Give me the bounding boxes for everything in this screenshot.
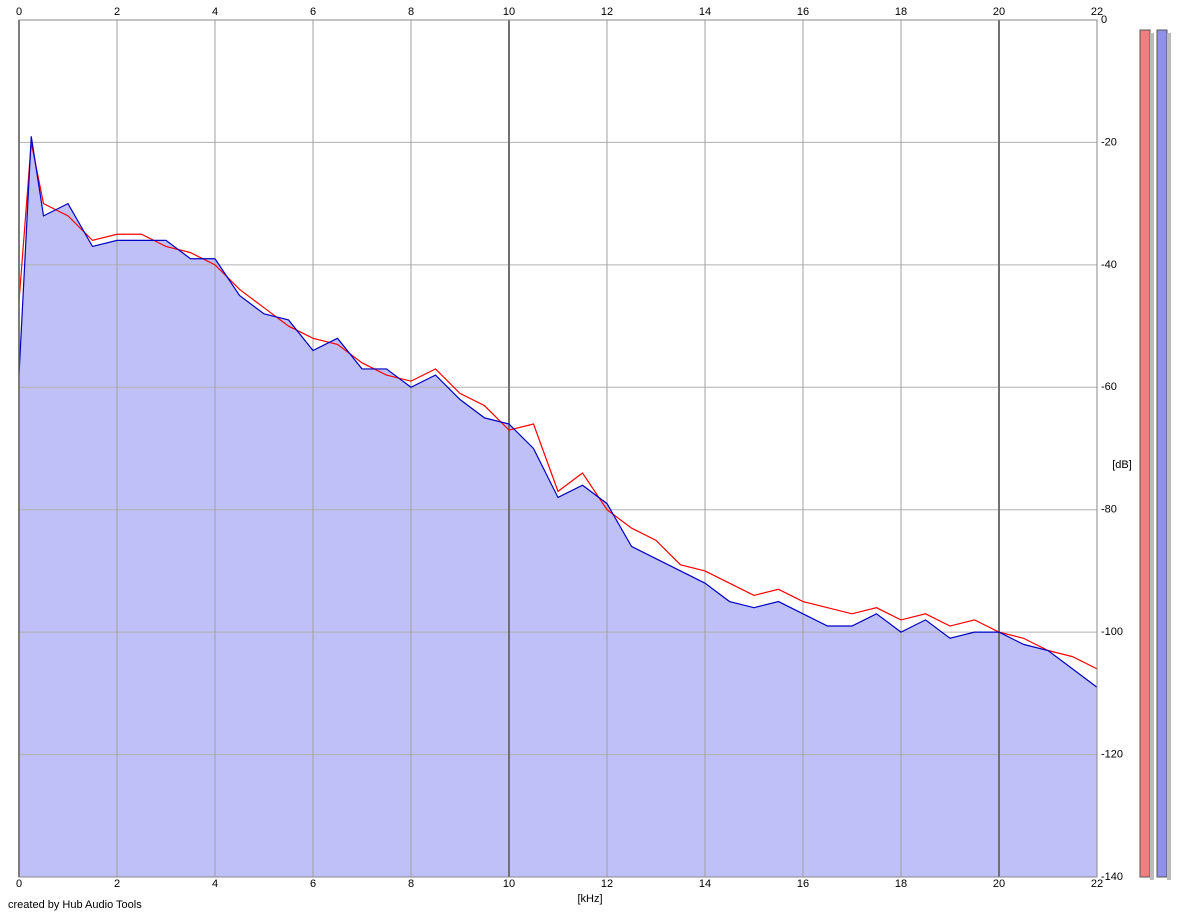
meter-shadow xyxy=(1150,33,1154,880)
x-tick-label-bottom: 0 xyxy=(16,878,22,890)
footer: created by Hub Audio Tools xyxy=(8,899,142,911)
x-tick-label-top: 20 xyxy=(993,6,1005,18)
left-channel-meter xyxy=(1139,29,1151,878)
x-tick-label-bottom: 18 xyxy=(895,878,907,890)
y-tick-label: -40 xyxy=(1101,259,1117,271)
x-tick-label-top: 18 xyxy=(895,6,907,18)
x-tick-label-top: 14 xyxy=(699,6,711,18)
x-tick-label-bottom: 20 xyxy=(993,878,1005,890)
x-tick-label-top: 12 xyxy=(601,6,613,18)
x-tick-label-bottom: 4 xyxy=(212,878,218,890)
plot-border xyxy=(18,19,1098,878)
x-tick-label-bottom: 14 xyxy=(699,878,711,890)
y-tick-label: -140 xyxy=(1101,871,1123,883)
x-tick-label-top: 10 xyxy=(503,6,515,18)
y-tick-label: -20 xyxy=(1101,136,1117,148)
x-axis-label: [kHz] xyxy=(577,893,602,905)
x-tick-label-top: 22 xyxy=(1091,6,1103,18)
series-line xyxy=(18,136,1098,688)
x-tick-label-bottom: 22 xyxy=(1091,878,1103,890)
y-tick-label: -100 xyxy=(1101,626,1123,638)
x-tick-label-bottom: 6 xyxy=(310,878,316,890)
x-tick-label-bottom: 16 xyxy=(797,878,809,890)
x-tick-label-top: 16 xyxy=(797,6,809,18)
x-tick-label-top: 4 xyxy=(212,6,218,18)
y-tick-label: 0 xyxy=(1101,14,1107,26)
x-tick-label-bottom: 12 xyxy=(601,878,613,890)
meter-shadow xyxy=(1167,33,1171,880)
y-tick-label: -120 xyxy=(1101,748,1123,760)
x-tick-label-top: 8 xyxy=(408,6,414,18)
x-tick-label-top: 6 xyxy=(310,6,316,18)
x-tick-label-bottom: 2 xyxy=(114,878,120,890)
x-tick-label-top: 0 xyxy=(16,6,22,18)
right-channel-meter xyxy=(1156,29,1168,878)
y-tick-label: -80 xyxy=(1101,504,1117,516)
x-tick-label-top: 2 xyxy=(114,6,120,18)
area-fill xyxy=(19,136,1097,878)
y-tick-label: -60 xyxy=(1101,381,1117,393)
x-tick-label-bottom: 10 xyxy=(503,878,515,890)
y-axis-label: [dB] xyxy=(1112,459,1132,471)
x-tick-label-bottom: 8 xyxy=(408,878,414,890)
